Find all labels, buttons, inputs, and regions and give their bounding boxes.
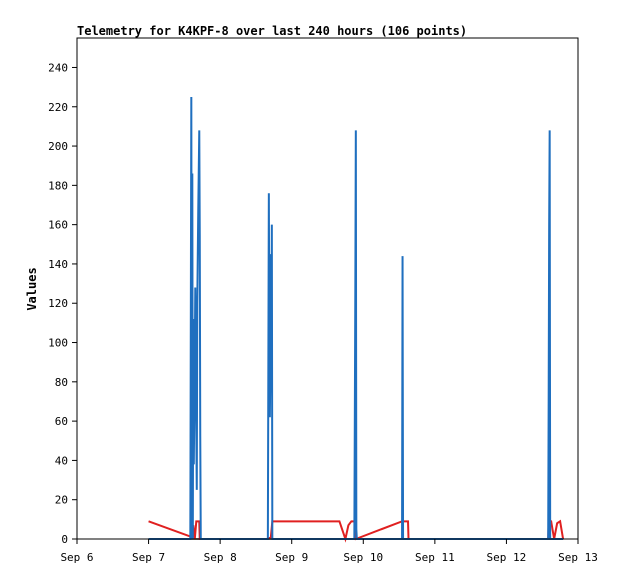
y-tick-label: 100 bbox=[48, 337, 68, 350]
y-tick-label: 220 bbox=[48, 101, 68, 114]
x-tick-label: Sep 13 bbox=[558, 551, 598, 564]
y-axis-label: Values bbox=[25, 267, 39, 310]
y-tick-label: 180 bbox=[48, 179, 68, 192]
y-tick-label: 120 bbox=[48, 297, 68, 310]
x-tick-label: Sep 9 bbox=[275, 551, 308, 564]
x-tick-label: Sep 11 bbox=[415, 551, 455, 564]
x-tick-label: Sep 6 bbox=[60, 551, 93, 564]
y-tick-label: 20 bbox=[55, 494, 68, 507]
y-tick-label: 160 bbox=[48, 219, 68, 232]
y-tick-label: 0 bbox=[61, 533, 68, 546]
y-tick-label: 240 bbox=[48, 61, 68, 74]
y-tick-label: 140 bbox=[48, 258, 68, 271]
series-line-blue bbox=[148, 96, 564, 540]
y-tick-label: 200 bbox=[48, 140, 68, 153]
x-tick-label: Sep 10 bbox=[343, 551, 383, 564]
chart-title: Telemetry for K4KPF-8 over last 240 hour… bbox=[77, 24, 467, 38]
x-tick-label: Sep 7 bbox=[132, 551, 165, 564]
x-tick-label: Sep 8 bbox=[204, 551, 237, 564]
axis-layer: 0 20 40 60 80 100 120 140 160 180 200 220 240 Sep 6 Se… bbox=[48, 61, 598, 564]
x-tick-label: Sep 12 bbox=[487, 551, 527, 564]
plot-frame bbox=[76, 37, 579, 540]
y-tick-label: 40 bbox=[55, 454, 68, 467]
y-tick-label: 80 bbox=[55, 376, 68, 389]
y-tick-label: 60 bbox=[55, 415, 68, 428]
